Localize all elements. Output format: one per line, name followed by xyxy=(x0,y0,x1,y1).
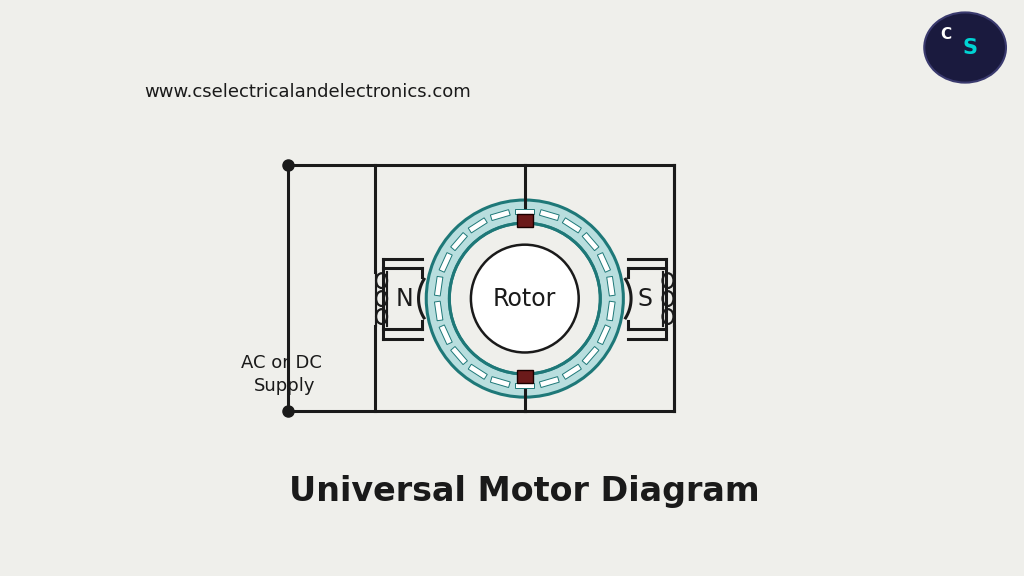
Text: AC or DC: AC or DC xyxy=(241,354,322,372)
Bar xyxy=(468,218,487,233)
Bar xyxy=(468,364,487,380)
Bar xyxy=(540,210,559,221)
Text: C: C xyxy=(940,28,951,43)
Bar xyxy=(434,276,443,296)
Bar xyxy=(517,370,532,382)
Text: www.cselectricalandelectronics.com: www.cselectricalandelectronics.com xyxy=(144,83,471,101)
Bar xyxy=(515,382,535,388)
Bar xyxy=(451,347,467,365)
Bar xyxy=(451,233,467,251)
Bar xyxy=(597,253,610,272)
Wedge shape xyxy=(426,200,624,397)
Bar xyxy=(562,218,582,233)
Bar xyxy=(490,210,510,221)
Bar xyxy=(562,364,582,380)
Text: Rotor: Rotor xyxy=(494,287,556,310)
Bar xyxy=(597,325,610,344)
Text: Universal Motor Diagram: Universal Motor Diagram xyxy=(290,475,760,507)
Bar xyxy=(439,253,453,272)
Bar xyxy=(515,209,535,214)
Bar xyxy=(490,377,510,388)
Bar xyxy=(606,276,615,296)
Bar xyxy=(606,301,615,321)
Bar xyxy=(583,233,599,251)
Circle shape xyxy=(471,245,579,353)
Text: Supply: Supply xyxy=(254,377,315,395)
Text: N: N xyxy=(396,287,414,310)
Bar xyxy=(434,301,443,321)
Text: S: S xyxy=(637,287,652,310)
Bar xyxy=(540,377,559,388)
Bar xyxy=(439,325,453,344)
Bar xyxy=(583,347,599,365)
Bar xyxy=(517,214,532,227)
Text: S: S xyxy=(963,37,978,58)
Circle shape xyxy=(925,13,1006,82)
